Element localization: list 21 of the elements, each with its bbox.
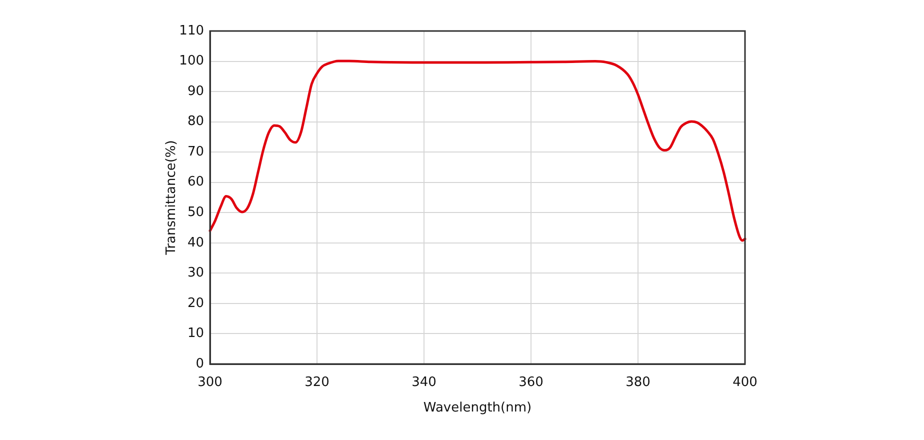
y-tick-label: 80 [187,114,204,130]
y-tick-label: 20 [187,296,204,311]
x-tick-label: 360 [518,375,544,390]
x-tick-label: 320 [304,375,330,390]
y-tick-label: 60 [187,174,204,190]
y-tick-label: 0 [196,356,204,372]
y-tick-label: 10 [187,326,204,342]
y-tick-label: 110 [179,23,204,38]
y-axis-title: Transmittance(%) [164,140,180,256]
x-axis-title: Wavelength(nm) [423,400,532,416]
x-tick-label: 380 [626,375,650,390]
y-tick-label: 70 [187,144,204,160]
y-tick-label: 30 [187,266,204,281]
y-tick-label: 90 [187,84,204,99]
x-tick-label: 300 [198,375,222,390]
x-tick-label: 340 [412,375,436,390]
line-series [208,60,746,242]
y-tick-label: 100 [179,54,204,69]
y-tick-label: 40 [187,235,204,250]
y-tick-label: 50 [187,205,204,220]
x-tick-label: 400 [732,375,758,390]
